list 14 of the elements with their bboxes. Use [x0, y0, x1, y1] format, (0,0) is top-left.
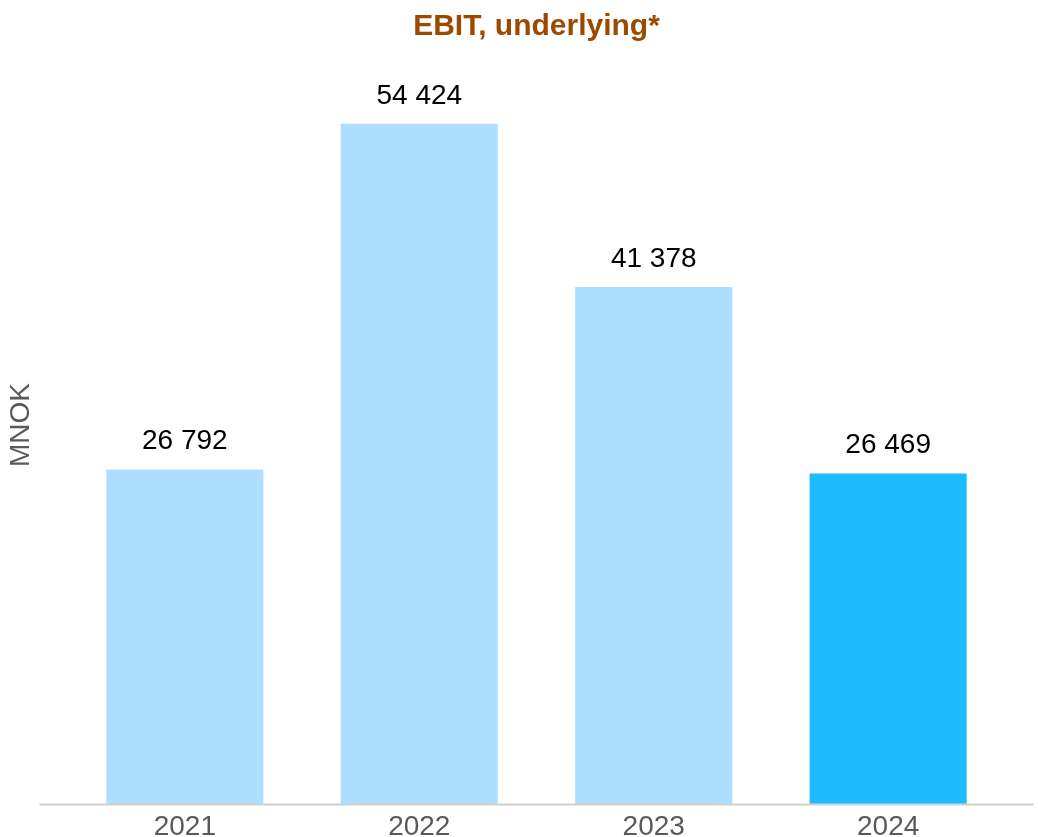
chart-title: EBIT, underlying* — [413, 7, 661, 41]
x-tick-label: 2023 — [622, 809, 685, 837]
bar — [340, 123, 498, 805]
data-label: 41 378 — [610, 241, 697, 273]
data-label: 26 469 — [845, 428, 931, 460]
bar — [106, 469, 264, 805]
bar — [575, 286, 733, 805]
x-tick-label: 2021 — [153, 809, 216, 837]
x-tick-label: 2024 — [857, 809, 920, 837]
y-axis-title: MNOK — [3, 382, 35, 467]
bar — [809, 473, 967, 805]
x-tick-label: 2022 — [388, 809, 451, 837]
data-label: 54 424 — [376, 78, 463, 110]
data-label: 26 792 — [142, 424, 228, 456]
